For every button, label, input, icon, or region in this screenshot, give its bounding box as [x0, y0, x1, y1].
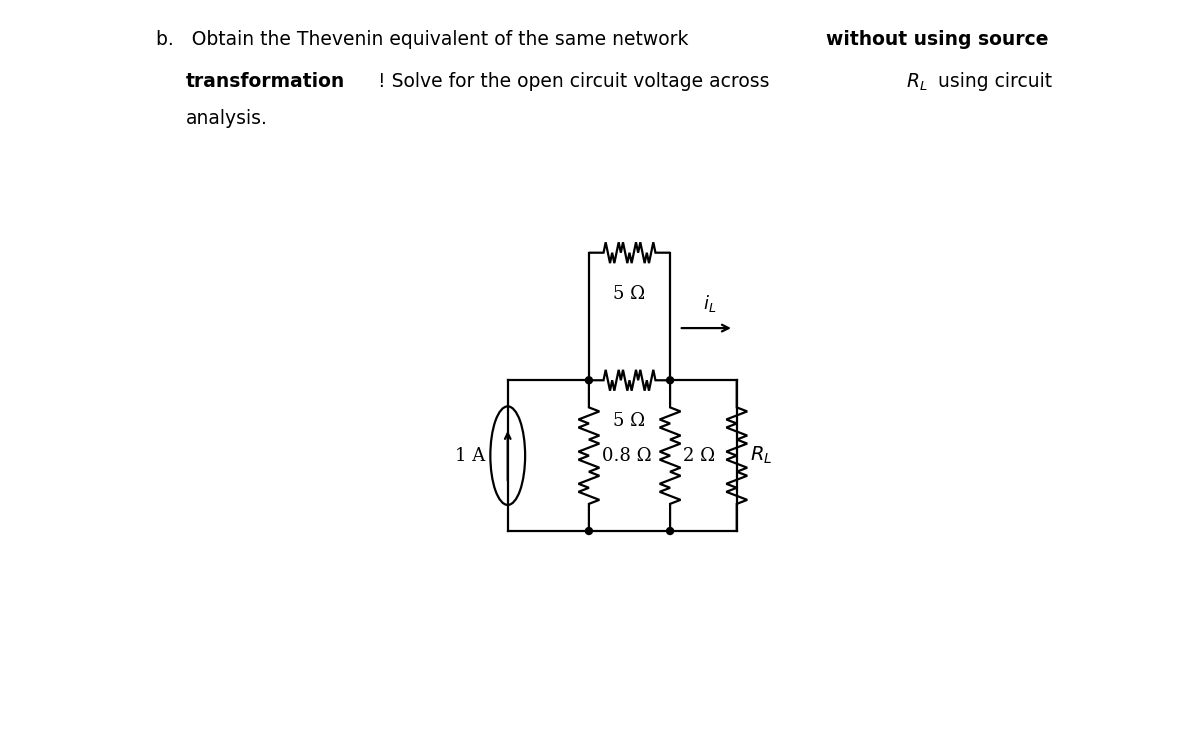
- Circle shape: [667, 376, 673, 384]
- Text: $i_L$: $i_L$: [702, 293, 716, 313]
- Circle shape: [667, 528, 673, 535]
- Text: 2 Ω: 2 Ω: [683, 447, 715, 465]
- Circle shape: [586, 528, 593, 535]
- Text: without using source: without using source: [826, 30, 1048, 49]
- Text: transformation: transformation: [186, 72, 346, 90]
- Text: 0.8 Ω: 0.8 Ω: [601, 447, 652, 465]
- Text: 5 Ω: 5 Ω: [613, 412, 646, 430]
- Text: b.   Obtain the Thevenin equivalent of the same network: b. Obtain the Thevenin equivalent of the…: [156, 30, 695, 49]
- Text: 1 A: 1 A: [455, 447, 485, 465]
- Text: using circuit: using circuit: [932, 72, 1052, 90]
- Text: $R_L$: $R_L$: [906, 72, 928, 93]
- Circle shape: [586, 376, 593, 384]
- Text: 5 Ω: 5 Ω: [613, 285, 646, 303]
- Text: $R_L$: $R_L$: [750, 445, 772, 466]
- Text: analysis.: analysis.: [186, 109, 268, 128]
- Text: ! Solve for the open circuit voltage across: ! Solve for the open circuit voltage acr…: [378, 72, 775, 90]
